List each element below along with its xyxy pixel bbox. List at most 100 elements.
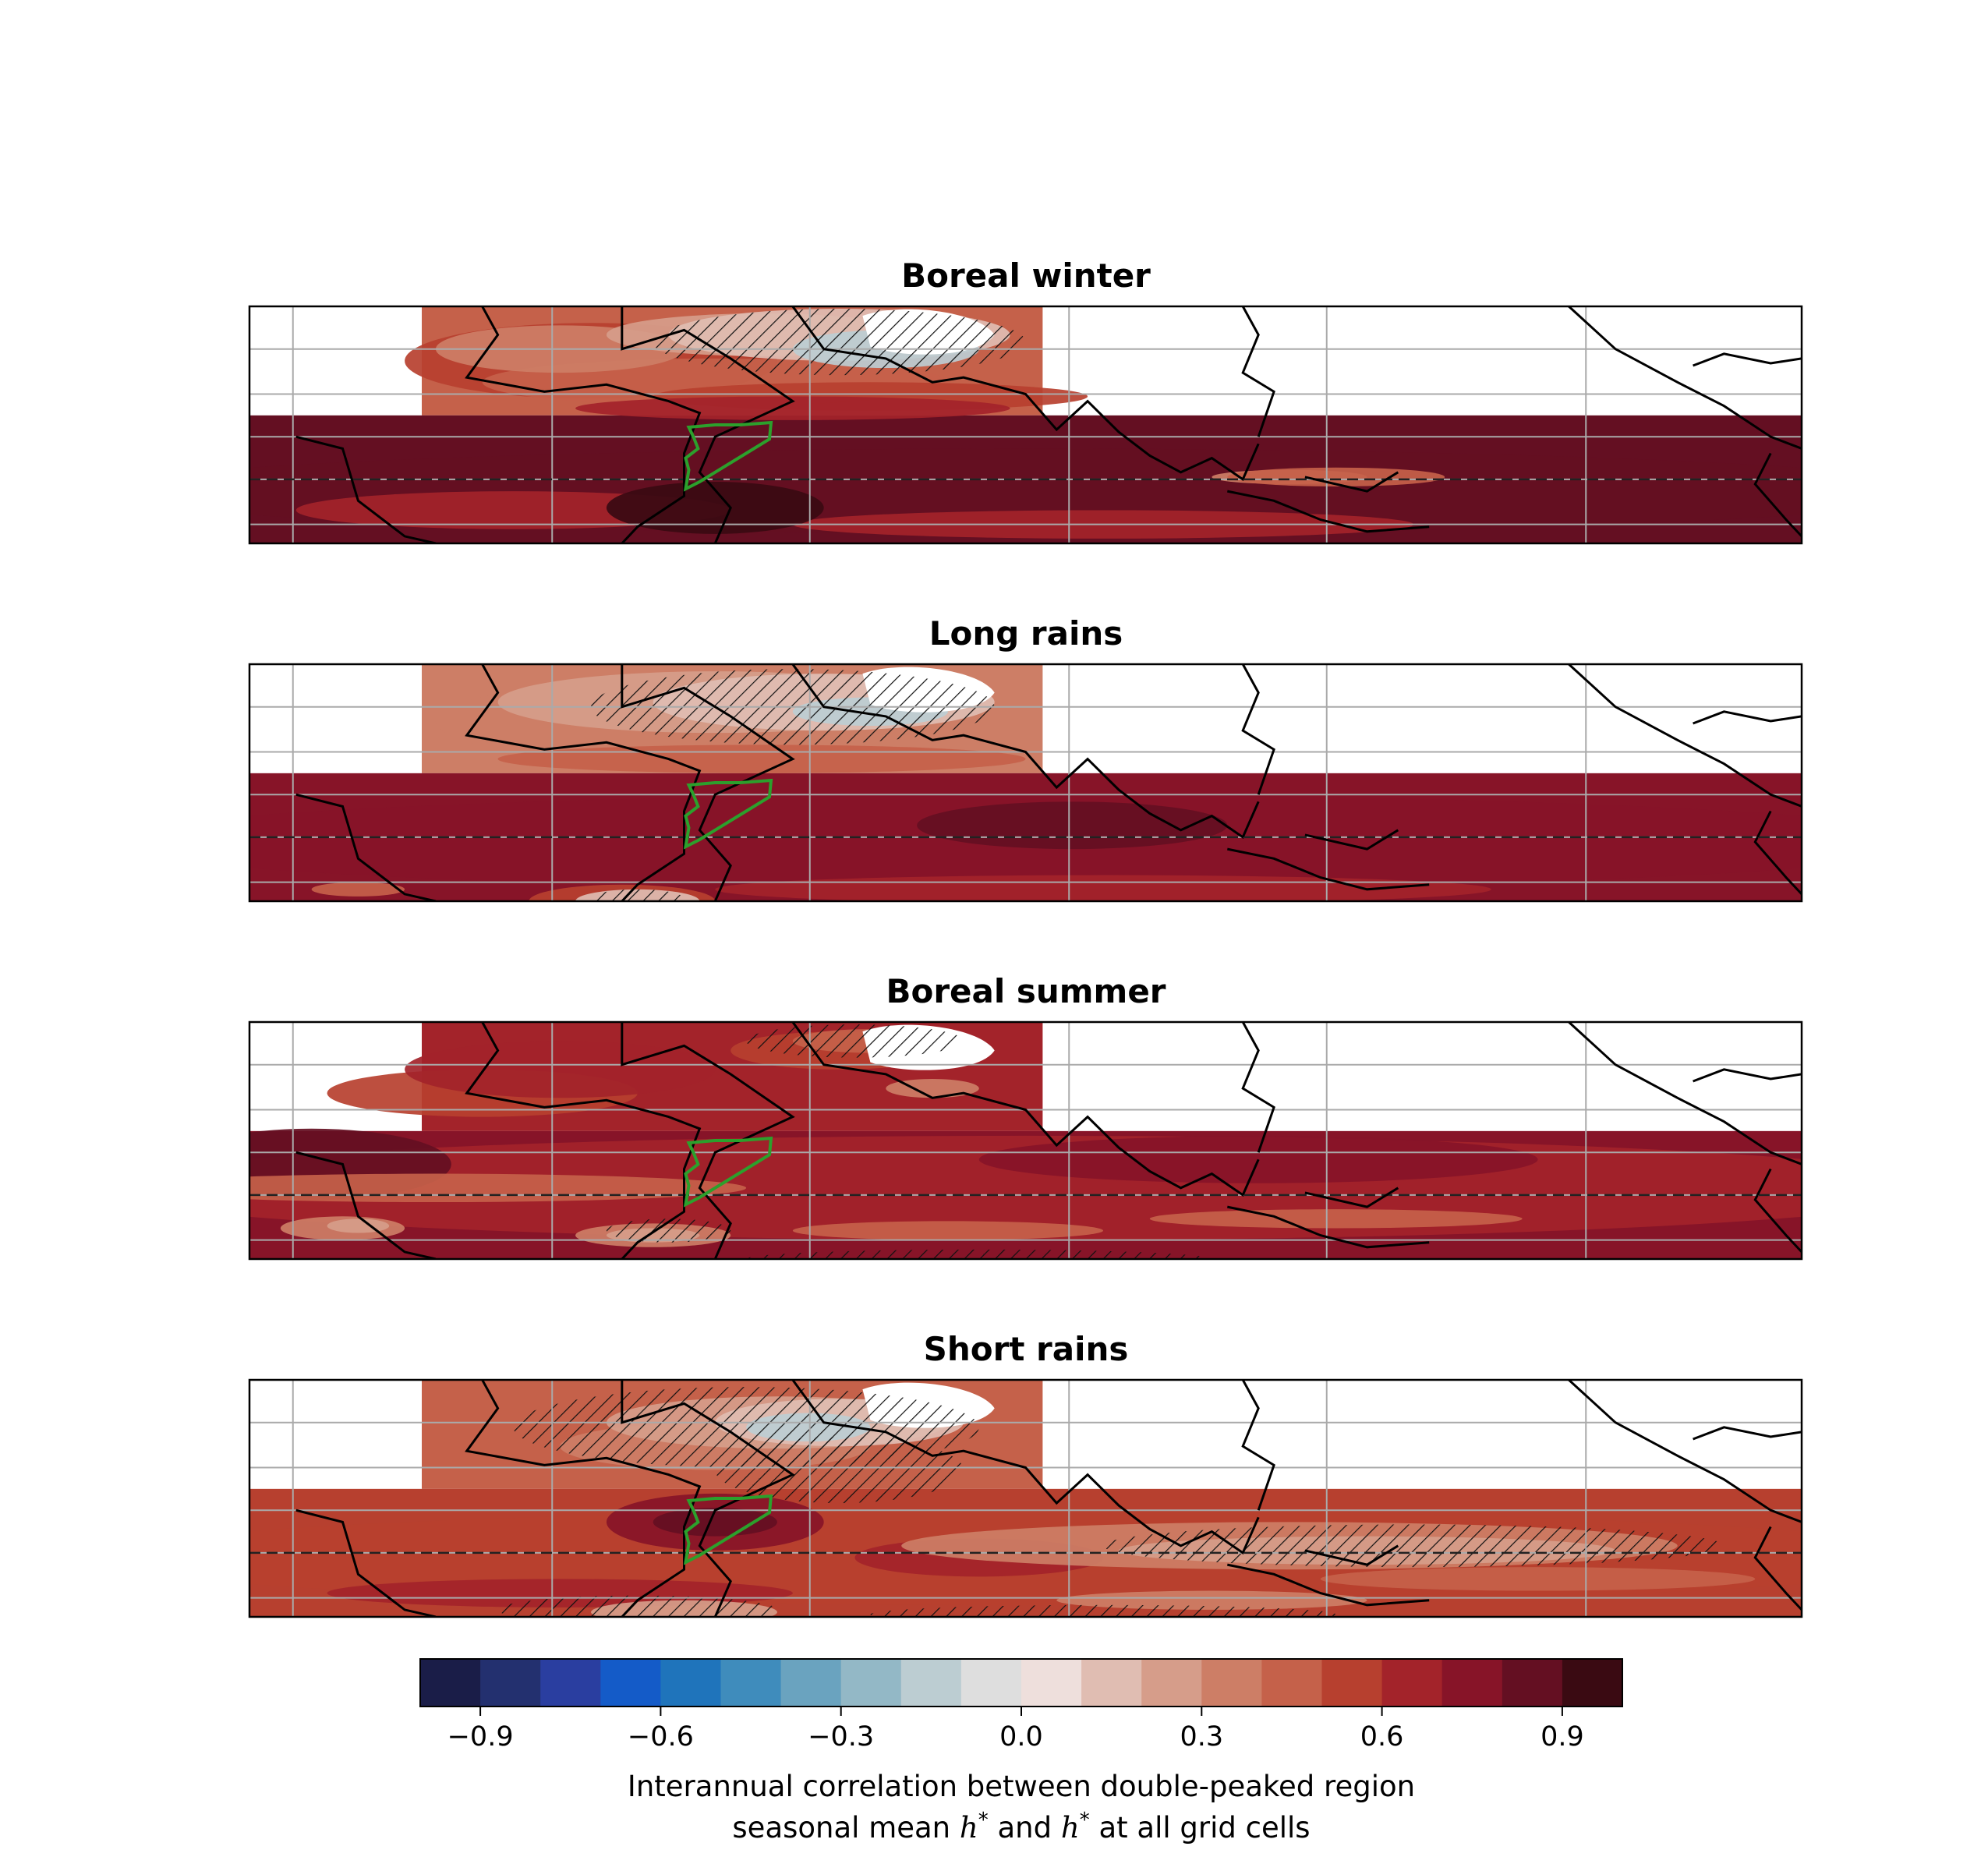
- non-significant-hatching: [653, 309, 1026, 376]
- non-significant-hatching: [870, 1604, 1336, 1617]
- coastline: [1568, 306, 1802, 450]
- map-frame: [248, 305, 1803, 545]
- map-field: [249, 664, 1802, 901]
- coastline: [1241, 1380, 1275, 1511]
- coastline: [1568, 1022, 1802, 1165]
- coastline: [791, 306, 1260, 482]
- map-frame: [248, 663, 1803, 903]
- colorbar-swatch: [540, 1659, 601, 1707]
- coastline: [1241, 1022, 1275, 1153]
- colorbar-swatch: [420, 1659, 481, 1707]
- map-panel-boreal-winter: Boreal winter: [248, 256, 1803, 545]
- coastline: [1693, 1426, 1802, 1441]
- contour-patch: [497, 745, 1026, 773]
- colorbar-swatch: [1201, 1659, 1262, 1707]
- coastline: [1241, 306, 1275, 437]
- coastline: [1304, 1187, 1399, 1208]
- colorbar-swatch: [600, 1659, 661, 1707]
- panel-title: Long rains: [929, 614, 1123, 653]
- colorbar-swatch: [960, 1659, 1022, 1707]
- colorbar-swatch: [480, 1659, 541, 1707]
- non-significant-hatching: [497, 1595, 777, 1617]
- coastline: [791, 1022, 1260, 1197]
- coastline: [1568, 1380, 1802, 1523]
- coastline: [1693, 352, 1802, 367]
- colorbar-tick-label: −0.6: [628, 1721, 694, 1753]
- colorbar-tick-label: −0.3: [808, 1721, 874, 1753]
- coastline: [295, 1151, 437, 1259]
- coastline: [295, 1508, 437, 1617]
- coastline: [1693, 710, 1802, 725]
- contour-patch: [1227, 467, 1445, 487]
- colorbar-swatch: [660, 1659, 722, 1707]
- coastline: [791, 664, 1260, 840]
- non-significant-hatching: [606, 1218, 731, 1243]
- panel-title: Short rains: [924, 1330, 1129, 1368]
- coastline: [295, 793, 437, 901]
- contour-patch: [1056, 1590, 1367, 1610]
- coastline: [1304, 471, 1399, 493]
- colorbar-swatch: [840, 1659, 902, 1707]
- coastline: [621, 1022, 795, 1259]
- coastline: [1227, 1563, 1430, 1607]
- coastline: [1753, 452, 1802, 537]
- colorbar-swatch: [720, 1659, 782, 1707]
- non-significant-hatching: [746, 1024, 964, 1058]
- map-panel-boreal-summer: Boreal summer: [248, 972, 1803, 1261]
- coastline: [1753, 810, 1802, 895]
- coastline: [1753, 1526, 1802, 1611]
- map-frame: [248, 1378, 1803, 1618]
- non-significant-hatching: [1103, 1524, 1724, 1568]
- coastline: [621, 664, 795, 901]
- colorbar-swatch: [1441, 1659, 1503, 1707]
- coastline: [1227, 847, 1430, 891]
- colorbar-ticks: −0.9 −0.6 −0.3 0.0 0.3 0.6 0.9: [447, 1707, 1584, 1753]
- colorbar-swatch: [1321, 1659, 1383, 1707]
- map-field: [249, 306, 1802, 543]
- double-peaked-region-outline: [683, 1136, 773, 1208]
- contour-patch: [311, 882, 405, 897]
- coastline: [465, 1380, 702, 1617]
- coastline: [621, 306, 795, 543]
- contour-patch: [405, 1041, 716, 1098]
- contour-patch: [1149, 1209, 1523, 1229]
- map-field: [249, 1022, 1802, 1259]
- double-peaked-region-outline: [683, 420, 773, 492]
- colorbar-tick-label: 0.6: [1360, 1721, 1404, 1753]
- coastline: [465, 1022, 702, 1259]
- contour-patch: [327, 1218, 390, 1233]
- coastline: [1304, 1544, 1399, 1566]
- colorbar-swatch: [780, 1659, 842, 1707]
- contour-patch: [792, 1221, 1104, 1240]
- colorbar-swatch: [1502, 1659, 1563, 1707]
- map-panel-long-rains: Long rains: [248, 614, 1803, 903]
- map-frame: [248, 1020, 1803, 1261]
- contour-patch: [917, 801, 1228, 850]
- colorbar-label-line2: seasonal mean h* and h* at all grid cell…: [732, 1809, 1310, 1844]
- coastline: [465, 664, 702, 901]
- coastline: [1753, 1168, 1802, 1253]
- colorbar-swatch: [1381, 1659, 1443, 1707]
- contour-patch: [886, 1078, 979, 1098]
- contour-patch: [249, 1173, 747, 1203]
- coastline: [1241, 664, 1275, 795]
- contour-patch: [575, 396, 1010, 420]
- coastline: [465, 306, 702, 543]
- colorbar-tick-label: 0.0: [999, 1721, 1043, 1753]
- colorbar-swatch: [900, 1659, 962, 1707]
- non-significant-hatching: [746, 1249, 1212, 1259]
- coastline: [791, 1380, 1260, 1555]
- colorbar-swatch: [1261, 1659, 1323, 1707]
- double-peaked-region-outline: [683, 1494, 773, 1565]
- coastline: [1304, 829, 1399, 851]
- coastline: [621, 1380, 795, 1617]
- double-peaked-region-outline: [683, 778, 773, 850]
- coastline: [1568, 664, 1802, 808]
- coastline: [1227, 490, 1430, 533]
- contour-patch: [606, 481, 824, 534]
- coastline: [295, 435, 437, 543]
- map-panel-short-rains: Short rains: [248, 1330, 1803, 1618]
- non-significant-hatching: [715, 1436, 964, 1504]
- colorbar-tick-label: −0.9: [447, 1721, 514, 1753]
